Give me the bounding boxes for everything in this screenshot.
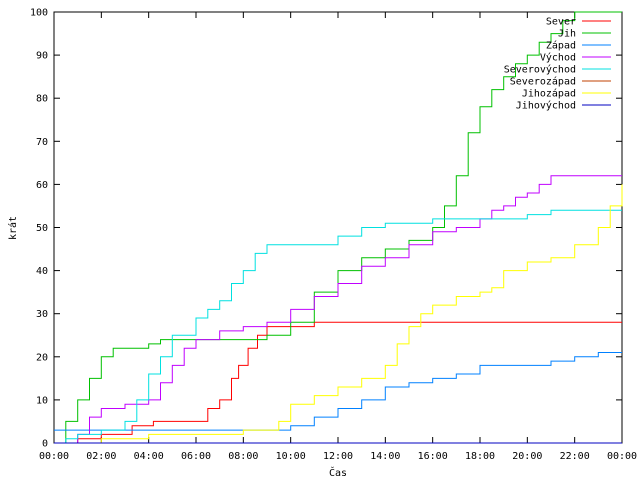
y-axis: 0 10 20 30 40 50 60 70 80 90 100: [30, 8, 622, 450]
x-tick-label: 20:00: [512, 451, 542, 462]
y-tick-label: 60: [36, 180, 48, 191]
y-tick-label: 20: [36, 352, 48, 363]
x-tick-label: 14:00: [370, 451, 400, 462]
y-tick-label: 30: [36, 309, 48, 320]
x-tick-label: 22:00: [560, 451, 590, 462]
y-tick-label: 0: [42, 439, 48, 450]
x-tick-label: 04:00: [134, 451, 164, 462]
x-tick-label: 16:00: [418, 451, 448, 462]
series-line: [54, 209, 622, 444]
series-line: [54, 352, 622, 431]
y-tick-label: 70: [36, 137, 48, 148]
x-axis: 00:00 02:00 04:00 06:00 08:00 10:00 12:00 14:00…: [39, 12, 637, 462]
legend-label: Jih: [558, 29, 576, 40]
series-line: [54, 321, 622, 444]
x-tick-label: 02:00: [86, 451, 116, 462]
x-tick-label: 00:00: [39, 451, 69, 462]
x-axis-label: Čas: [329, 466, 347, 479]
x-tick-label: 08:00: [228, 451, 258, 462]
plot-area: [53, 11, 623, 444]
y-axis-label: krát: [7, 216, 19, 240]
legend-label: Západ: [546, 40, 576, 52]
x-tick-label: 06:00: [181, 451, 211, 462]
legend-label: Severozápad: [510, 76, 576, 88]
legend-label: Jihovýchod: [516, 100, 576, 112]
x-tick-label: 10:00: [276, 451, 306, 462]
series-line: [54, 11, 622, 444]
legend: SeverJihZápadVýchodSeverovýchodSeverozáp…: [504, 17, 611, 112]
x-tick-label: 18:00: [465, 451, 495, 462]
legend-label: Jihozápad: [522, 88, 576, 100]
y-tick-label: 100: [30, 8, 48, 19]
x-tick-label: 12:00: [323, 451, 353, 462]
y-tick-label: 10: [36, 395, 48, 406]
series-line: [54, 184, 623, 444]
legend-label: Severovýchod: [504, 64, 576, 76]
x-tick-label: 00:00: [607, 451, 637, 462]
y-tick-label: 50: [36, 223, 48, 234]
y-tick-label: 90: [36, 51, 48, 62]
y-tick-label: 80: [36, 94, 48, 105]
legend-label: Východ: [540, 52, 576, 64]
series-lines: [54, 11, 623, 444]
y-tick-label: 40: [36, 266, 48, 277]
series-line: [54, 175, 622, 444]
legend-label: Sever: [546, 17, 576, 28]
